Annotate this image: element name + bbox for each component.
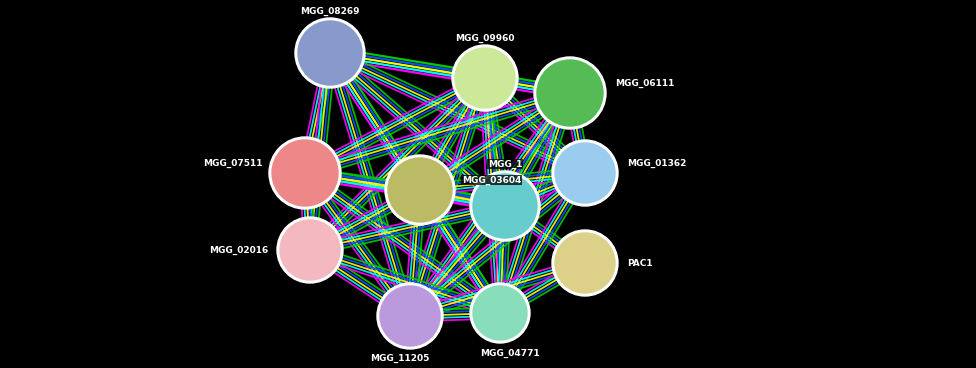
Text: MGG_11205: MGG_11205 [370,353,429,362]
Circle shape [555,143,615,203]
Circle shape [272,140,338,206]
Circle shape [298,21,362,85]
Circle shape [534,57,606,129]
Circle shape [470,283,530,343]
Circle shape [388,158,452,222]
Circle shape [473,174,537,238]
Circle shape [277,217,343,283]
Circle shape [552,230,618,296]
Circle shape [537,60,603,126]
Circle shape [385,155,455,225]
Text: MGG_04771: MGG_04771 [480,348,540,358]
Circle shape [552,140,618,206]
Text: MGG_02016: MGG_02016 [209,245,268,255]
Text: MGG_1: MGG_1 [488,159,522,169]
Text: MGG_01362: MGG_01362 [627,159,686,167]
Circle shape [380,286,440,346]
Text: MGG_07511: MGG_07511 [204,159,263,167]
Circle shape [452,45,518,111]
Circle shape [470,171,540,241]
Circle shape [455,48,515,108]
Circle shape [295,18,365,88]
Text: MGG_03604: MGG_03604 [462,176,521,185]
Text: PAC1: PAC1 [627,258,653,268]
Circle shape [555,233,615,293]
Circle shape [377,283,443,349]
Circle shape [280,220,340,280]
Text: MGG_09960: MGG_09960 [455,33,514,43]
Text: MGG_08269: MGG_08269 [301,6,360,15]
Circle shape [473,286,527,340]
Circle shape [269,137,341,209]
Text: MGG_06111: MGG_06111 [615,78,674,88]
